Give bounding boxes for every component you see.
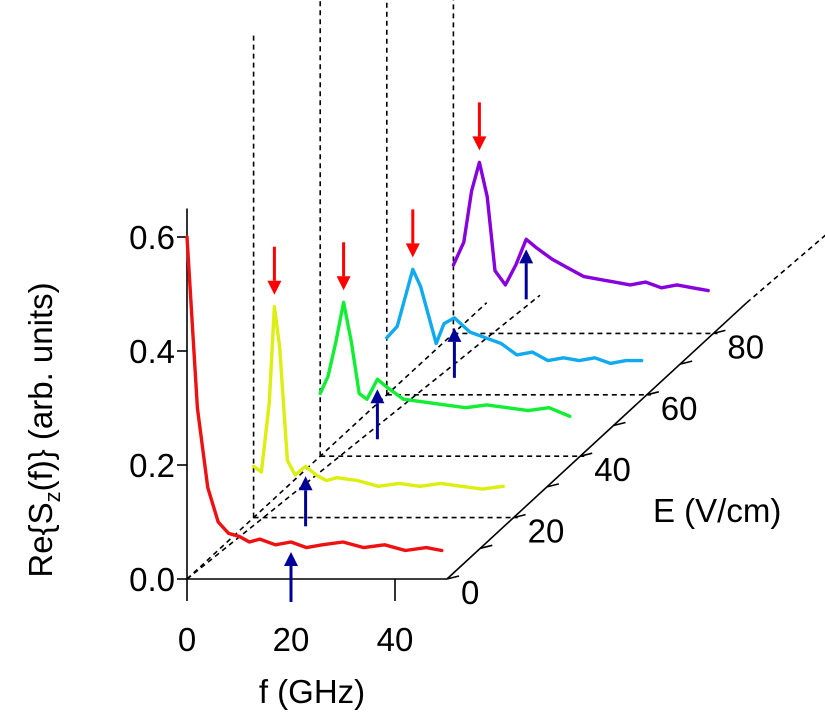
- y-tick-label-3: 0.6: [129, 219, 175, 256]
- depth-tick-label-80: 80: [727, 328, 764, 365]
- guide-lines-layer: [186, 0, 825, 580]
- x-tick-label-0: 0: [178, 621, 196, 658]
- series-line-E40: [318, 300, 572, 418]
- x-axis-title: f (GHz): [259, 673, 365, 710]
- red-arrow-E40-head: [336, 276, 351, 291]
- blue-arrow-E20: [298, 476, 313, 527]
- blue-arrow-E40-head: [370, 389, 385, 404]
- series-line-E0: [185, 235, 444, 553]
- depth-axis-title: E (V/cm): [653, 492, 781, 529]
- y-tick-label-2: 0.4: [129, 333, 175, 370]
- blue-arrow-E40: [370, 389, 385, 440]
- depth-tick-0: [446, 575, 460, 580]
- blue-arrow-E0: [284, 551, 298, 602]
- depth-tick-label-60: 60: [661, 390, 698, 427]
- depth-tick-label-0: 0: [461, 574, 479, 611]
- red-arrow-E80-head: [472, 136, 487, 151]
- floor-edge-dashed: [186, 302, 488, 580]
- red-arrow-E60: [405, 209, 420, 258]
- floor-back-diagonal: [186, 294, 541, 580]
- axes-layer: [177, 208, 748, 601]
- series-line-E20: [251, 305, 505, 491]
- red-arrow-E40: [336, 242, 351, 291]
- red-arrow-E80: [472, 102, 487, 151]
- blue-arrow-E80: [519, 249, 534, 300]
- depth-tick-70: [679, 360, 693, 365]
- peak-arrows-layer: [267, 102, 534, 602]
- blue-arrow-E80-head: [519, 249, 534, 264]
- labels-layer: f (GHz) E (V/cm) Re{Sz(f)} (arb. units) …: [22, 219, 781, 710]
- depth-axis-extension: [746, 234, 825, 304]
- red-arrow-E60-head: [405, 243, 420, 258]
- series-line-E80: [451, 160, 710, 293]
- depth-tick-10: [480, 544, 493, 550]
- y-axis-title-part-2: (f)} (arb. units): [22, 282, 59, 491]
- blue-arrow-E60: [447, 327, 462, 378]
- depth-axis-line: [446, 302, 748, 580]
- y-tick-label-0: 0.0: [129, 561, 175, 598]
- y-axis-title-part-1: Re{S: [22, 502, 59, 577]
- red-arrow-E20: [267, 246, 282, 295]
- blue-arrow-E60-head: [447, 327, 462, 342]
- series-line-E60: [385, 267, 644, 366]
- depth-tick-50: [613, 421, 626, 427]
- series-layer: [185, 160, 710, 553]
- y-tick-label-1: 0.2: [129, 447, 175, 484]
- y-axis-title: Re{Sz(f)} (arb. units): [22, 282, 65, 577]
- blue-arrow-E20-head: [298, 476, 313, 491]
- depth-tick-label-20: 20: [528, 513, 565, 550]
- x-tick-label-40: 40: [377, 621, 414, 658]
- depth-tick-label-40: 40: [594, 451, 631, 488]
- x-tick-label-20: 20: [273, 621, 310, 658]
- depth-tick-30: [546, 483, 560, 488]
- y-axis-title-subscript: z: [40, 491, 65, 502]
- red-arrow-E20-head: [267, 280, 282, 295]
- blue-arrow-E0-head: [284, 551, 298, 566]
